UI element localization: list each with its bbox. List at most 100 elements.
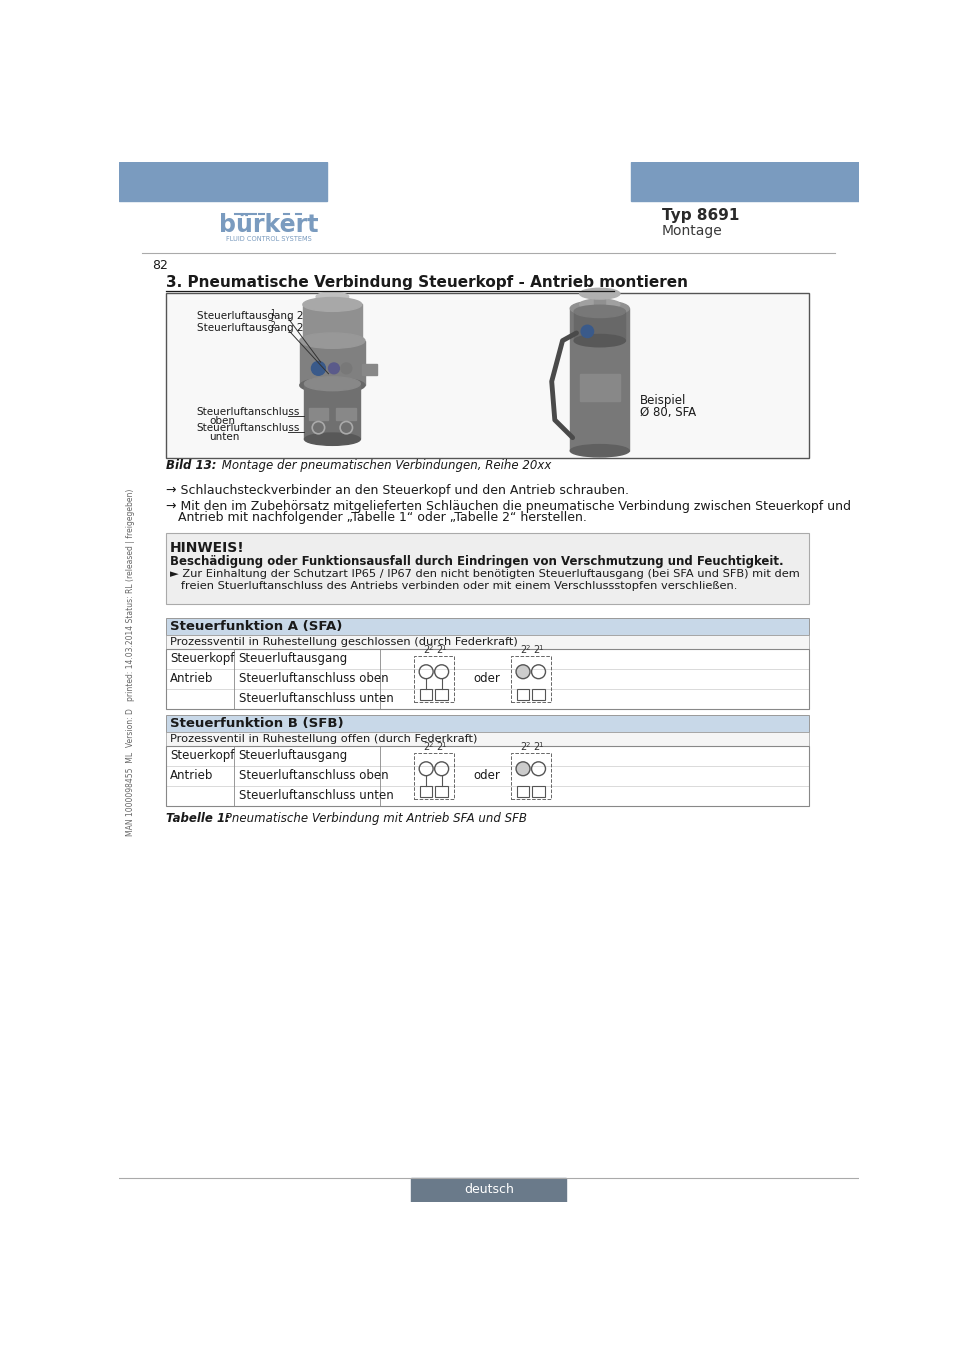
Bar: [574, 312, 624, 340]
Text: 82: 82: [152, 259, 168, 273]
Ellipse shape: [303, 336, 361, 350]
Text: Steuerluftanschluss oben: Steuerluftanschluss oben: [238, 672, 388, 686]
Text: → Schlauchsteckverbinder an den Steuerkopf und den Antrieb schrauben.: → Schlauchsteckverbinder an den Steuerko…: [166, 485, 628, 497]
Bar: [570, 308, 629, 451]
Circle shape: [516, 664, 530, 679]
Bar: [299, 340, 365, 385]
Text: HINWEIS!: HINWEIS!: [170, 541, 244, 555]
Text: Steuerluftanschluss unten: Steuerluftanschluss unten: [238, 790, 393, 802]
Ellipse shape: [304, 433, 360, 446]
Bar: [166, 293, 808, 459]
Text: 1: 1: [441, 743, 446, 748]
Text: Prozessventil in Ruhestellung geschlossen (durch Federkraft): Prozessventil in Ruhestellung geschlosse…: [171, 637, 517, 647]
Bar: [166, 634, 808, 648]
Bar: [327, 297, 337, 306]
Bar: [510, 656, 550, 702]
Bar: [361, 363, 377, 374]
Text: 2: 2: [428, 645, 433, 651]
Text: → Mit den im Zubehörsatz mitgelieferten Schläuchen die pneumatische Verbindung z: → Mit den im Zubehörsatz mitgelieferten …: [166, 500, 850, 513]
Text: Prozessventil in Ruhestellung offen (durch Federkraft): Prozessventil in Ruhestellung offen (dur…: [171, 734, 477, 744]
Bar: [166, 668, 808, 688]
Text: Steuerluftausgang: Steuerluftausgang: [238, 652, 348, 666]
Text: Steuerluftanschluss unten: Steuerluftanschluss unten: [238, 693, 393, 705]
Bar: [166, 533, 808, 603]
Text: bürkert: bürkert: [219, 213, 318, 238]
Bar: [166, 765, 808, 786]
Text: Montage: Montage: [661, 224, 721, 239]
Bar: [335, 408, 355, 420]
Text: Steuerluftausgang 2: Steuerluftausgang 2: [196, 323, 303, 332]
Text: 1: 1: [537, 743, 542, 748]
Text: Steuerkopf: Steuerkopf: [171, 749, 234, 763]
Text: oder: oder: [473, 769, 499, 782]
Text: 2: 2: [525, 645, 529, 651]
Text: Steuerluftausgang 2: Steuerluftausgang 2: [196, 310, 303, 321]
Ellipse shape: [315, 301, 348, 310]
Bar: [579, 374, 619, 401]
Text: MAN 1000098455  ML  Version: D   printed: 14.03.2014 Status: RL (released | frei: MAN 1000098455 ML Version: D printed: 14…: [126, 489, 134, 836]
Bar: [435, 690, 447, 701]
Bar: [166, 745, 808, 765]
Text: 2: 2: [519, 645, 526, 655]
Text: Steuerluftanschluss: Steuerluftanschluss: [196, 423, 300, 432]
Bar: [166, 648, 808, 709]
Text: Beschädigung oder Funktionsausfall durch Eindringen von Verschmutzung und Feucht: Beschädigung oder Funktionsausfall durch…: [170, 555, 782, 568]
Text: 2: 2: [436, 645, 442, 655]
Bar: [166, 648, 808, 668]
Text: Beispiel: Beispiel: [639, 394, 686, 408]
Text: oben: oben: [209, 417, 234, 427]
Text: ► Zur Einhaltung der Schutzart IP65 / IP67 den nicht benötigten Steuerluftausgan: ► Zur Einhaltung der Schutzart IP65 / IP…: [170, 570, 799, 579]
Text: 2: 2: [519, 743, 526, 752]
Bar: [532, 690, 544, 701]
Text: Montage der pneumatischen Verbindungen, Reihe 20xx: Montage der pneumatischen Verbindungen, …: [203, 459, 551, 472]
Bar: [510, 752, 550, 799]
Bar: [419, 690, 432, 701]
Text: 1: 1: [537, 645, 542, 651]
Bar: [119, 162, 327, 201]
Text: Steuerluftanschluss oben: Steuerluftanschluss oben: [238, 769, 388, 782]
Text: 1: 1: [441, 645, 446, 651]
Bar: [414, 752, 454, 799]
Bar: [309, 408, 328, 420]
Bar: [166, 618, 808, 634]
Bar: [414, 656, 454, 702]
Bar: [166, 716, 808, 732]
Text: Ø 80, SFA: Ø 80, SFA: [639, 406, 696, 418]
Bar: [517, 690, 529, 701]
Ellipse shape: [299, 333, 365, 348]
Ellipse shape: [315, 292, 348, 301]
Bar: [166, 745, 808, 806]
Bar: [303, 305, 361, 343]
Ellipse shape: [303, 297, 361, 312]
Ellipse shape: [299, 378, 365, 393]
Text: 2: 2: [533, 645, 538, 655]
Text: deutsch: deutsch: [463, 1184, 514, 1196]
Text: Bild 13:: Bild 13:: [166, 459, 216, 472]
Text: 2: 2: [436, 743, 442, 752]
Bar: [630, 162, 858, 201]
Ellipse shape: [579, 300, 619, 310]
Text: oder: oder: [473, 672, 499, 686]
Text: 3. Pneumatische Verbindung Steuerkopf - Antrieb montieren: 3. Pneumatische Verbindung Steuerkopf - …: [166, 275, 687, 290]
Text: Steuerfunktion A (SFA): Steuerfunktion A (SFA): [171, 620, 342, 633]
Bar: [166, 688, 808, 709]
Text: 2: 2: [533, 743, 538, 752]
Text: Steuerluftausgang: Steuerluftausgang: [238, 749, 348, 763]
Ellipse shape: [570, 444, 629, 456]
Bar: [594, 294, 604, 305]
Text: 2: 2: [428, 743, 433, 748]
Ellipse shape: [574, 305, 624, 317]
Text: 1: 1: [270, 309, 274, 319]
Circle shape: [580, 325, 593, 338]
Text: Steuerluftanschluss: Steuerluftanschluss: [196, 408, 300, 417]
Bar: [435, 787, 447, 798]
Text: 2: 2: [270, 321, 274, 329]
Bar: [304, 383, 360, 439]
Bar: [166, 732, 808, 745]
Circle shape: [328, 363, 339, 374]
Circle shape: [340, 363, 352, 374]
Text: Pneumatische Verbindung mit Antrieb SFA und SFB: Pneumatische Verbindung mit Antrieb SFA …: [206, 811, 526, 825]
Text: unten: unten: [209, 432, 239, 441]
Text: Antrieb mit nachfolgender „Tabelle 1“ oder „Tabelle 2“ herstellen.: Antrieb mit nachfolgender „Tabelle 1“ od…: [166, 512, 586, 524]
Text: FLUID CONTROL SYSTEMS: FLUID CONTROL SYSTEMS: [226, 236, 312, 242]
